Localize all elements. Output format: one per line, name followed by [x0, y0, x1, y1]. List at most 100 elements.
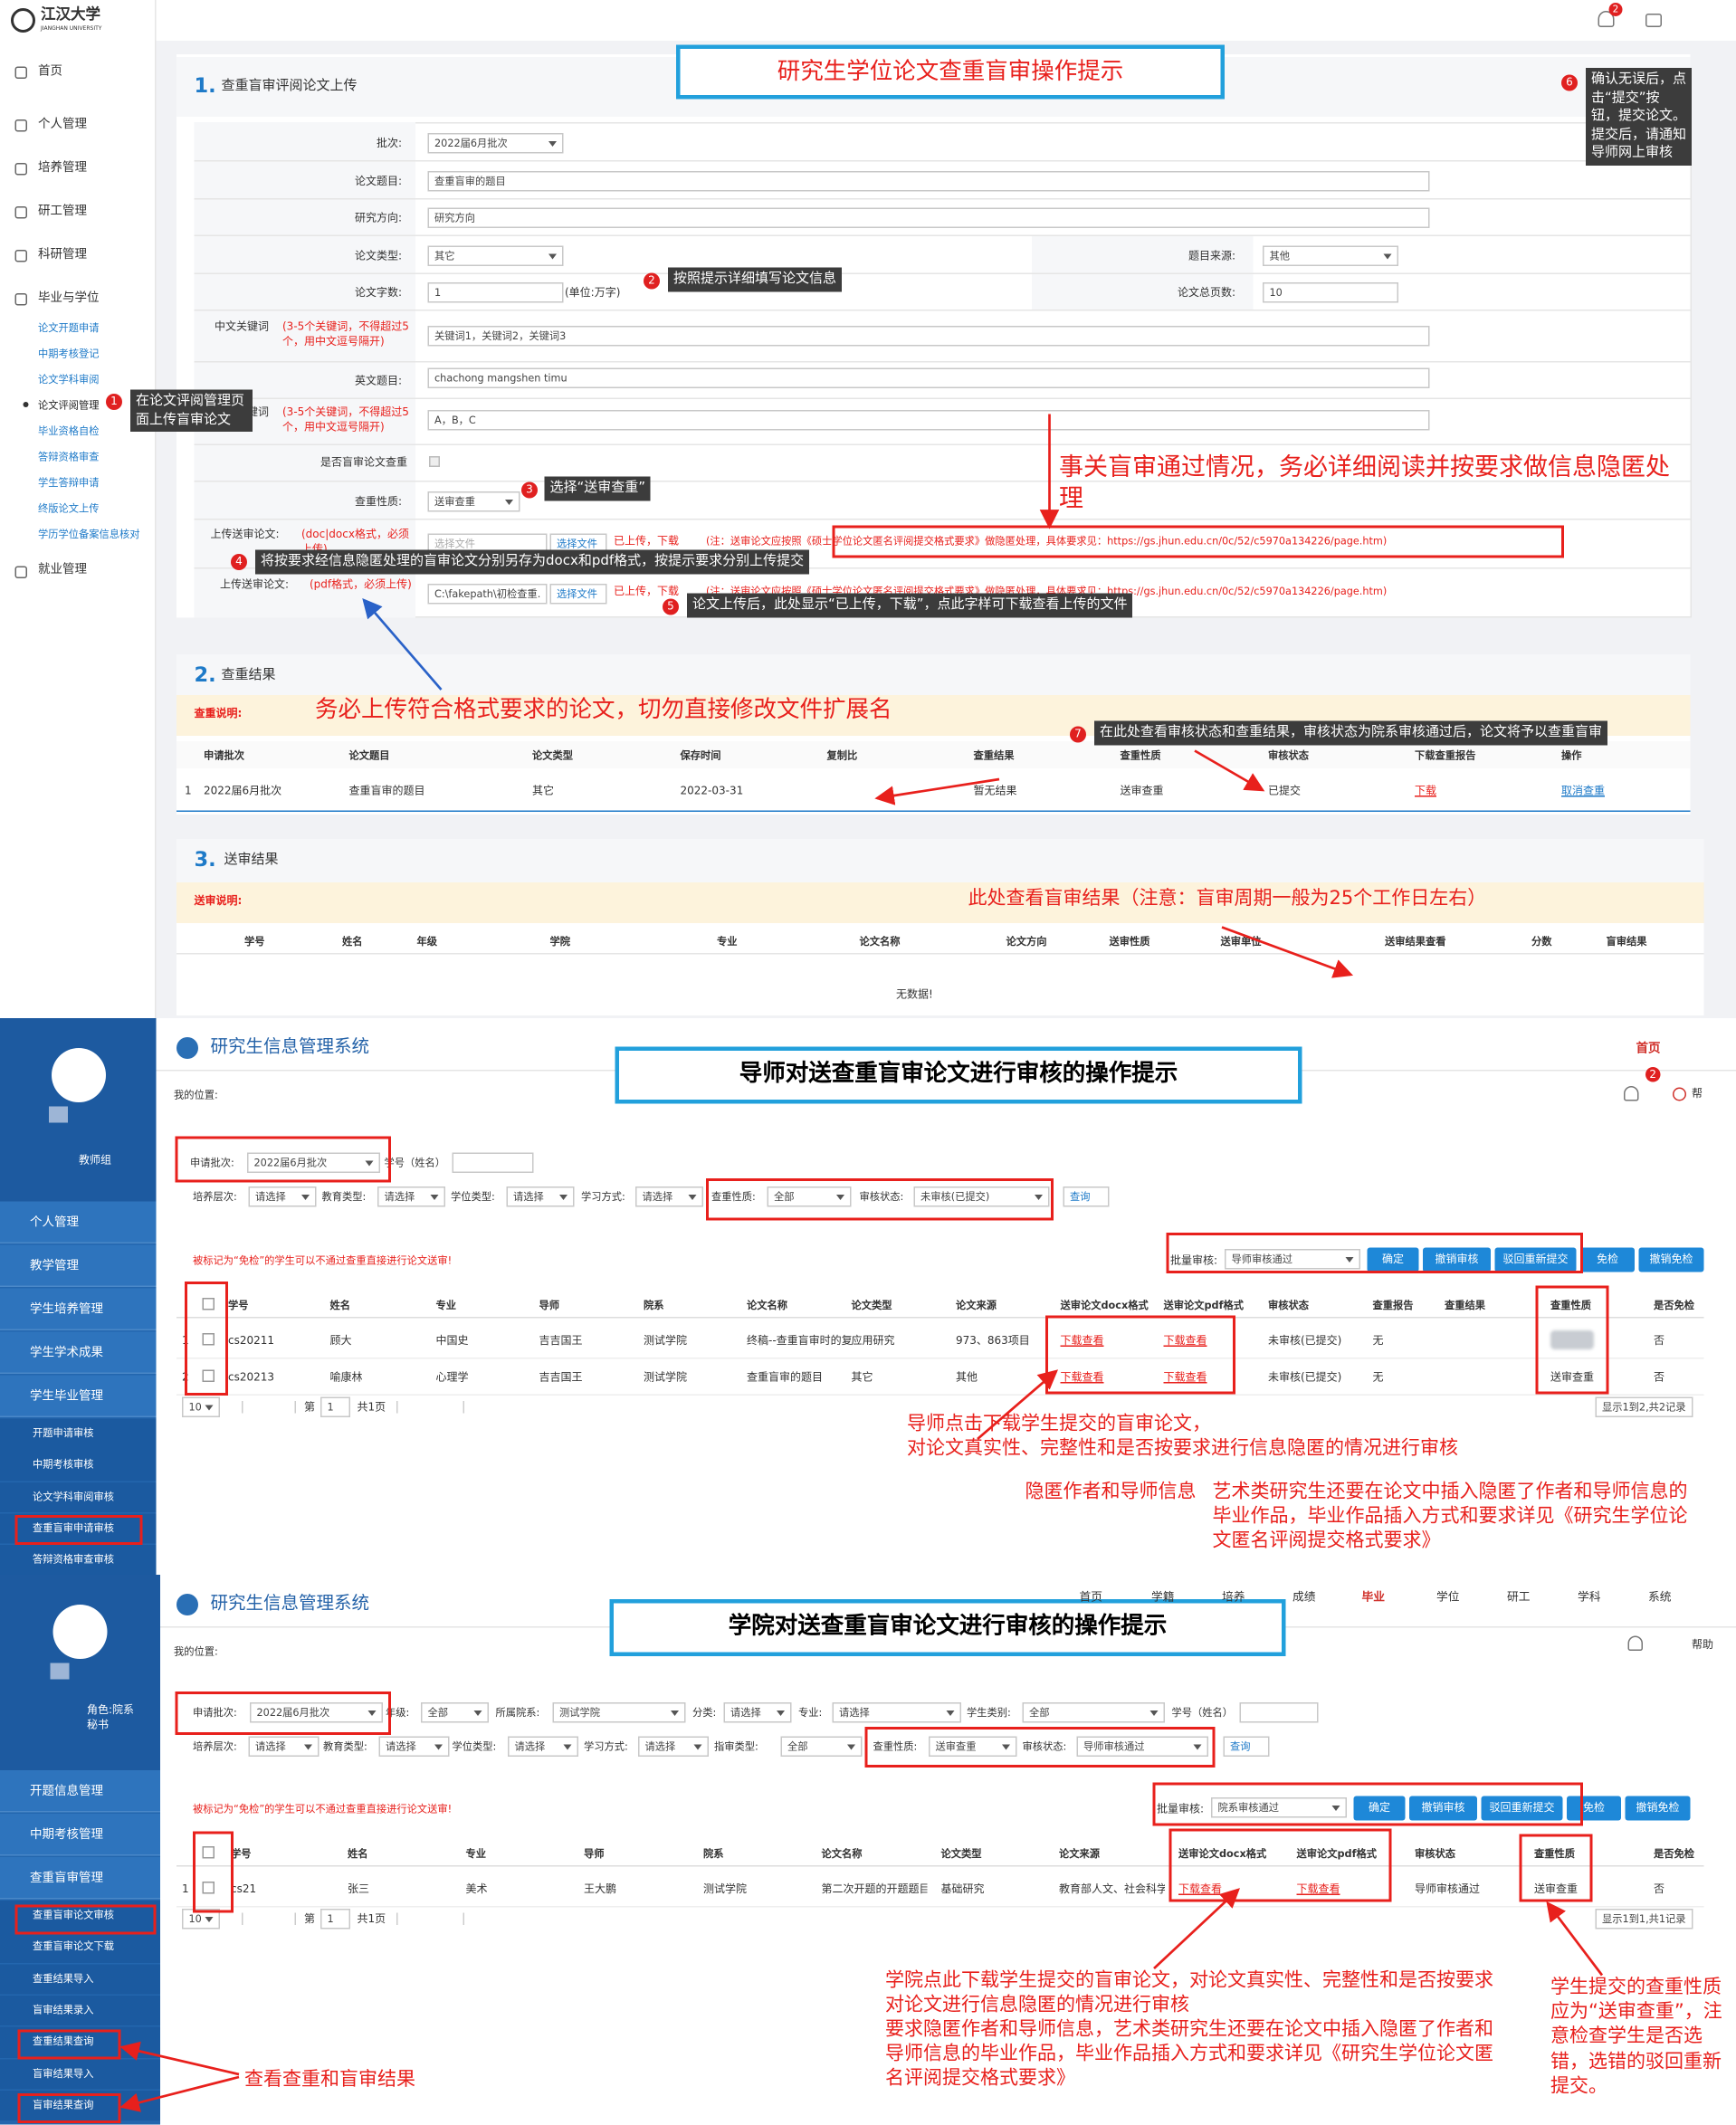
cell[interactable]: 下载查看 [1163, 1334, 1207, 1348]
submenu-item[interactable]: 论文学科审阅审核 [33, 1490, 114, 1502]
cell[interactable]: 取消查重 [1561, 785, 1605, 797]
search-button[interactable]: 查询 [1223, 1736, 1270, 1757]
select[interactable]: 送审查重 [427, 491, 520, 512]
checkbox[interactable] [202, 1882, 215, 1894]
menu-item[interactable]: 学生培养管理 [30, 1303, 104, 1317]
nav-item[interactable]: 学位 [1436, 1591, 1460, 1605]
action-button[interactable]: 撤销审核 [1423, 1247, 1491, 1272]
nav-item[interactable]: 培养 [1222, 1591, 1245, 1605]
input[interactable]: 1 [427, 282, 564, 303]
action-button[interactable]: 撤销审核 [1409, 1796, 1477, 1821]
cell[interactable]: 下载查看 [1296, 1882, 1340, 1896]
cell[interactable]: 下载查看 [1178, 1882, 1222, 1896]
action-button[interactable]: 撤销免检 [1638, 1247, 1704, 1272]
page-input[interactable]: 1 [320, 1909, 350, 1930]
nav-item[interactable]: 学籍 [1151, 1591, 1175, 1605]
input[interactable] [452, 1152, 534, 1173]
select[interactable]: 全部 [767, 1186, 852, 1207]
submenu-item[interactable]: 查重盲审论文下载 [33, 1939, 114, 1953]
submenu-item[interactable]: 答辩资格审查审核 [33, 1553, 114, 1566]
select[interactable]: 请选择 [506, 1186, 575, 1207]
checkbox[interactable] [202, 1846, 215, 1859]
action-button[interactable]: 驳回重新提交 [1481, 1796, 1563, 1821]
file-button[interactable]: 选择文件 [549, 584, 607, 605]
menu-item[interactable]: 查重盲审管理 [30, 1872, 104, 1886]
submenu-item[interactable]: 中期考核审核 [33, 1458, 94, 1471]
cell[interactable]: 下载查看 [1060, 1334, 1104, 1348]
checkbox[interactable] [202, 1333, 215, 1346]
menu-item[interactable]: 学生学术成果 [30, 1347, 104, 1360]
input[interactable]: 关键词1，关键词2，关键词3 [427, 326, 1430, 347]
input[interactable] [1239, 1702, 1319, 1723]
nav-item[interactable]: 毕业 [1361, 1591, 1386, 1605]
submenu-item[interactable]: 盲审结果导入 [33, 2066, 94, 2080]
select[interactable]: 请选择 [635, 1186, 703, 1207]
select[interactable]: 请选择 [723, 1702, 792, 1723]
select[interactable]: 全部 [421, 1702, 489, 1723]
submenu-item[interactable]: 查重盲审论文审核 [33, 1909, 114, 1921]
select[interactable]: 2022届6月批次 [427, 133, 564, 154]
nav-item[interactable]: 学科 [1578, 1591, 1601, 1605]
menu-item[interactable]: 教学管理 [30, 1260, 80, 1273]
action-button[interactable]: 确定 [1367, 1247, 1419, 1272]
cell[interactable]: 下载查看 [1163, 1371, 1207, 1384]
select[interactable]: 请选择 [248, 1736, 320, 1757]
action-button[interactable]: 驳回重新提交 [1494, 1247, 1577, 1272]
submenu-item[interactable]: 盲审结果查询 [33, 2098, 94, 2111]
column-header: 送审性质 [1109, 935, 1150, 948]
select[interactable]: 请选择 [377, 1186, 445, 1207]
row-divider [194, 481, 1692, 482]
page-size[interactable]: 10 [182, 1396, 220, 1417]
select[interactable]: 2022届6月批次 [250, 1702, 383, 1723]
filter-label: 培养层次: [193, 1740, 237, 1753]
checkbox[interactable] [202, 1369, 215, 1382]
select[interactable]: 未审核(已提交) [913, 1186, 1050, 1207]
select[interactable]: 请选择 [508, 1736, 578, 1757]
submenu-item[interactable]: 查重结果查询 [33, 2034, 94, 2048]
input[interactable]: A，B，C [427, 410, 1430, 431]
search-button[interactable]: 查询 [1063, 1186, 1110, 1207]
page-size[interactable]: 10 [182, 1909, 220, 1930]
menu-item[interactable]: 开题信息管理 [30, 1785, 104, 1799]
cell[interactable]: 下载 [1415, 785, 1436, 797]
select[interactable]: 测试学院 [552, 1702, 686, 1723]
submenu-item[interactable]: 开题申请审核 [33, 1426, 94, 1440]
select[interactable]: 其它 [427, 245, 564, 266]
select[interactable]: 请选择 [638, 1736, 709, 1757]
nav-item[interactable]: 首页 [1079, 1591, 1103, 1605]
select[interactable]: 请选择 [248, 1186, 317, 1207]
input[interactable]: 查重盲审的题目 [427, 171, 1430, 192]
select[interactable]: 全部 [1022, 1702, 1165, 1723]
page-input[interactable]: 1 [320, 1396, 350, 1417]
action-button[interactable]: 免检 [1580, 1247, 1635, 1272]
menu-item[interactable]: 学生毕业管理 [30, 1390, 104, 1404]
submenu-item[interactable]: 查重结果导入 [33, 1971, 94, 1985]
submenu-item[interactable]: 盲审结果录入 [33, 2003, 94, 2016]
select[interactable]: 送审查重 [929, 1736, 1017, 1757]
select[interactable]: 其他 [1263, 245, 1398, 266]
select[interactable]: 请选择 [378, 1736, 450, 1757]
menu-item[interactable]: 个人管理 [30, 1216, 80, 1230]
action-button[interactable]: 确定 [1353, 1796, 1406, 1821]
nav-item[interactable]: 研工 [1507, 1591, 1531, 1605]
checkbox[interactable] [429, 456, 440, 467]
action-button[interactable]: 撤销免检 [1625, 1796, 1691, 1821]
input[interactable]: chachong mangshen timu [427, 367, 1430, 388]
input[interactable]: 10 [1263, 282, 1398, 303]
file-field[interactable]: C:\fakepath\初检查重. [427, 584, 548, 605]
menu-item[interactable]: 中期考核管理 [30, 1828, 104, 1843]
select[interactable]: 导师审核通过 [1076, 1736, 1208, 1757]
select[interactable]: 2022届6月批次 [247, 1152, 380, 1173]
checkbox[interactable] [202, 1298, 215, 1310]
select[interactable]: 全部 [780, 1736, 863, 1757]
cell[interactable]: 下载查看 [1060, 1371, 1104, 1384]
select[interactable]: 请选择 [832, 1702, 961, 1723]
input[interactable]: 研究方向 [427, 207, 1430, 228]
submenu-item[interactable]: 查重盲审申请审核 [33, 1521, 114, 1534]
nav-item[interactable]: 成绩 [1292, 1591, 1316, 1605]
action-button[interactable]: 免检 [1567, 1796, 1621, 1821]
column-header: 院系 [644, 1299, 664, 1312]
select[interactable]: 导师审核通过 [1225, 1249, 1360, 1270]
nav-item[interactable]: 系统 [1648, 1591, 1672, 1605]
select[interactable]: 院系审核通过 [1211, 1797, 1347, 1818]
